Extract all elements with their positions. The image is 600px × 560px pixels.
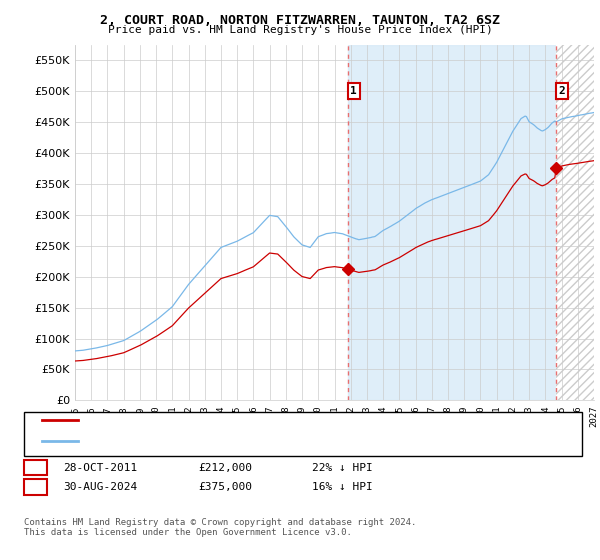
Text: 22% ↓ HPI: 22% ↓ HPI — [312, 463, 373, 473]
Text: 1: 1 — [350, 86, 357, 96]
Text: 30-AUG-2024: 30-AUG-2024 — [63, 482, 137, 492]
Text: 2: 2 — [559, 86, 565, 96]
Text: 2, COURT ROAD, NORTON FITZWARREN, TAUNTON, TA2 6SZ: 2, COURT ROAD, NORTON FITZWARREN, TAUNTO… — [100, 14, 500, 27]
Text: Price paid vs. HM Land Registry's House Price Index (HPI): Price paid vs. HM Land Registry's House … — [107, 25, 493, 35]
Text: 2: 2 — [32, 480, 39, 494]
Text: £212,000: £212,000 — [198, 463, 252, 473]
Bar — [556, 45, 600, 400]
Text: 2, COURT ROAD, NORTON FITZWARREN, TAUNTON, TA2 6SZ (detached house): 2, COURT ROAD, NORTON FITZWARREN, TAUNTO… — [87, 415, 489, 425]
Bar — [348, 45, 556, 400]
Text: 16% ↓ HPI: 16% ↓ HPI — [312, 482, 373, 492]
Text: 1: 1 — [32, 461, 39, 474]
Text: 28-OCT-2011: 28-OCT-2011 — [63, 463, 137, 473]
Bar — [556, 45, 600, 400]
Text: £375,000: £375,000 — [198, 482, 252, 492]
Text: Contains HM Land Registry data © Crown copyright and database right 2024.
This d: Contains HM Land Registry data © Crown c… — [24, 518, 416, 538]
Text: HPI: Average price, detached house, Somerset: HPI: Average price, detached house, Some… — [87, 436, 351, 446]
